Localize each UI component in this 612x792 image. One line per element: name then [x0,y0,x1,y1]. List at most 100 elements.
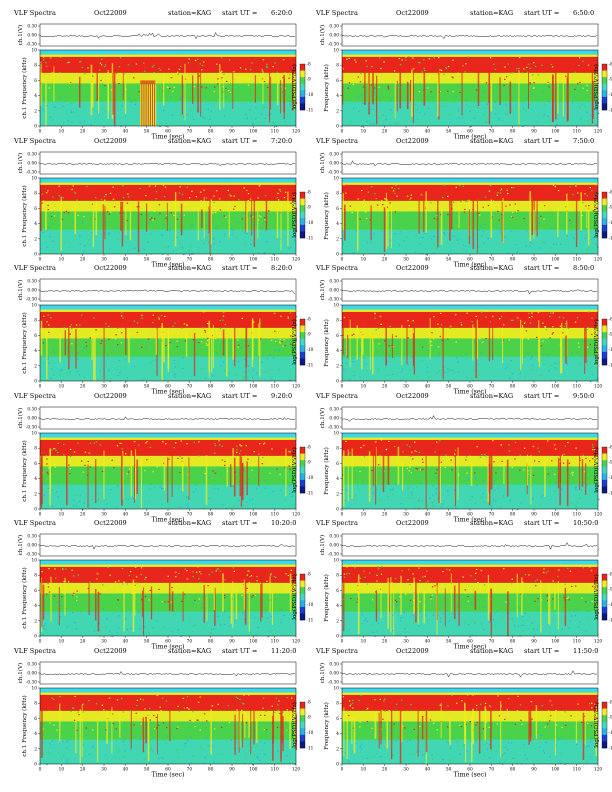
speckle-cell [359,350,362,352]
speckle-cell [236,451,238,453]
speckle-cell [575,447,577,449]
speckle-cell [373,87,376,89]
speckle-cell [506,366,508,368]
speckle-cell [409,466,411,468]
speckle-cell [125,115,127,117]
speckle-cell [197,58,199,60]
speckle-cell [355,61,357,63]
speckle-cell [134,734,136,737]
waveform-tick-label: 0.00 [329,671,339,676]
sferic-streak [378,712,380,749]
speckle-cell [457,73,460,75]
speckle-cell [392,630,394,632]
speckle-cell [46,246,48,248]
x-tick-label: 30 [403,767,409,772]
speckle-cell [205,735,208,737]
burst-line [142,84,144,126]
speckle-cell [542,91,544,94]
speckle-cell [78,713,80,715]
speckle-cell [236,448,238,450]
speckle-cell [471,602,473,604]
sferic-streak [516,573,518,618]
speckle-cell [67,757,70,759]
sferic-streak [239,451,241,496]
speckle-cell [72,611,74,614]
colorbar-segment [602,714,607,722]
speckle-cell [264,742,266,744]
speckle-cell [586,745,589,747]
speckle-cell [395,122,398,125]
speckle-cell [247,236,250,238]
speckle-cell [147,338,150,340]
panel-start-time: 8:20:0 [271,264,293,272]
sferic-streak [260,584,262,622]
speckle-cell [412,573,414,575]
speckle-cell [59,97,62,99]
colorbar-segment [300,90,305,98]
speckle-cell [500,231,502,233]
speckle-cell [283,339,285,341]
sferic-streak [113,63,116,126]
speckle-cell [587,64,590,66]
speckle-cell [385,119,387,121]
x-tick-label: 120 [594,767,602,772]
speckle-cell [438,57,440,59]
speckle-cell [567,596,570,598]
speckle-cell [353,107,355,109]
speckle-cell [380,67,382,70]
speckle-cell [172,249,175,251]
speckle-cell [60,758,63,760]
sferic-streak [492,322,494,360]
high-intensity-band [342,184,598,201]
speckle-cell [240,347,242,349]
speckle-cell [523,108,525,110]
speckle-cell [242,590,244,592]
x-tick-label: 60 [467,640,473,645]
speckle-cell [47,356,49,358]
speckle-cell [427,580,429,582]
speckle-cell [396,605,398,607]
speckle-cell [110,488,112,490]
speckle-cell [540,494,543,497]
y-tick-label: 6 [34,79,37,84]
colorbar-segment [300,70,305,78]
speckle-cell [357,713,360,715]
speckle-cell [176,727,178,729]
speckle-cell [506,73,509,75]
sferic-streak [120,201,122,231]
speckle-cell [348,714,350,716]
speckle-cell [370,487,372,489]
speckle-cell [204,507,206,509]
speckle-cell [141,317,143,319]
sferic-streak [488,319,491,362]
speckle-cell [275,577,277,579]
speckle-cell [547,82,549,85]
speckle-cell [394,192,396,194]
speckle-cell [568,627,570,629]
waveform-trace [341,669,598,678]
speckle-cell [487,711,490,713]
speckle-cell [286,76,288,78]
sferic-streak [245,327,248,368]
burst-line [148,84,150,126]
sferic-streak [157,713,159,754]
spectrum-ylabel: Frequency (kHz) [323,702,330,750]
speckle-cell [161,487,164,489]
upper-edge-band [342,564,598,567]
speckle-cell [456,702,458,704]
speckle-cell [405,593,407,595]
speckle-cell [568,462,571,464]
x-tick-label: 70 [187,130,193,135]
speckle-cell [101,337,104,339]
sferic-streak [397,446,400,485]
sferic-streak [387,446,390,485]
spectrum-ylabel: ch.1 Frequency (kHz) [21,695,28,756]
colorbar-segment [602,103,607,111]
speckle-cell [406,467,409,469]
sferic-streak [81,703,83,757]
speckle-cell [62,568,64,570]
mid-frequency-band [40,200,296,211]
speckle-cell [395,82,398,84]
speckle-cell [72,595,74,597]
speckle-cell [447,741,450,743]
